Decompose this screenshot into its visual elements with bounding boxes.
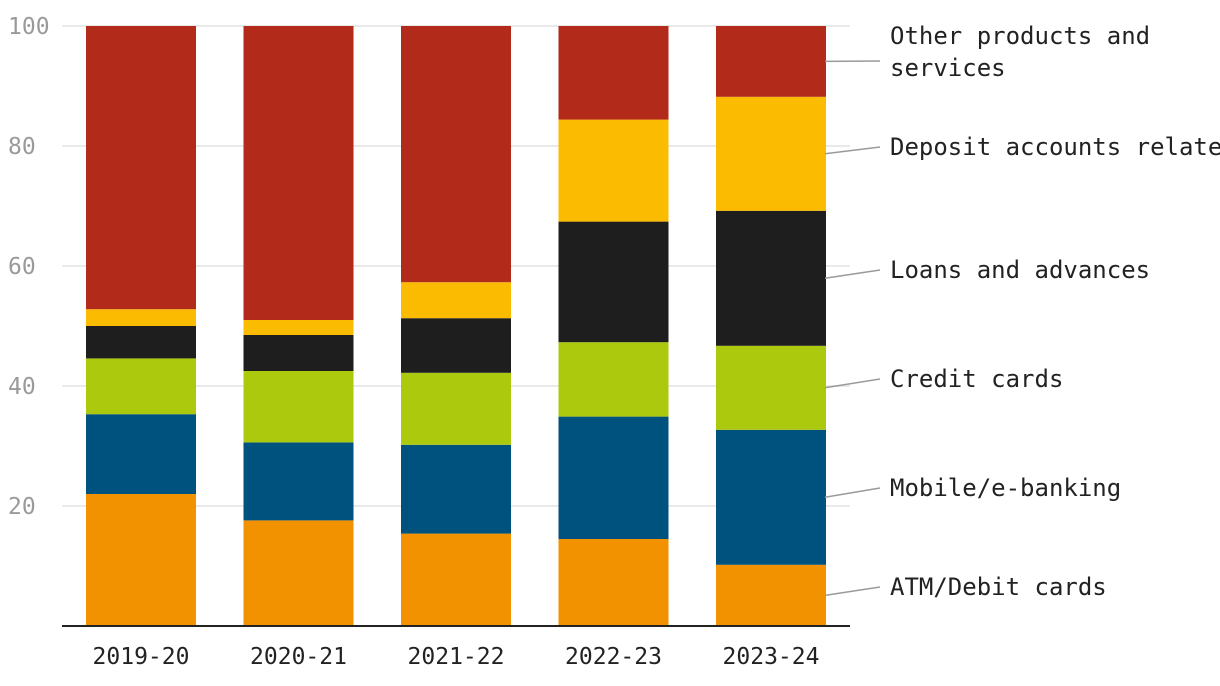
bar-segment [243, 335, 354, 371]
legend-leader-line [824, 378, 881, 389]
x-tick-label: 2021-22 [408, 644, 505, 670]
bar-segment [86, 26, 196, 310]
bar-segment [86, 309, 196, 326]
bar-segment [716, 210, 826, 346]
x-tick-label: 2023-24 [723, 644, 820, 670]
bar-segment [243, 520, 354, 626]
x-tick-label: 2020-21 [250, 644, 347, 670]
y-tick-label: 40 [8, 374, 36, 400]
x-tick-label: 2019-20 [93, 644, 190, 670]
y-axis-ticks: 20 40 60 80 100 [8, 14, 50, 520]
bar-segment [86, 358, 196, 415]
bar-segment [401, 26, 511, 283]
legend-label: Credit cards [890, 365, 1063, 393]
legend-label: Mobile/e-banking [890, 474, 1121, 502]
y-tick-label: 100 [8, 14, 50, 40]
bar-segment [243, 26, 354, 320]
bar-segment [716, 26, 826, 97]
bar-segment [243, 371, 354, 443]
bar-segment [558, 539, 669, 626]
legend-leader-line [824, 146, 881, 155]
bar-segment [558, 119, 669, 222]
legend: ATM/Debit cards Mobile/e-banking Credit ca… [824, 22, 1220, 601]
bars [86, 26, 826, 626]
y-tick-label: 20 [8, 494, 36, 520]
legend-leader-line [824, 269, 881, 280]
bar-segment [243, 442, 354, 521]
bar-segment [86, 414, 196, 494]
bar-segment [401, 533, 511, 626]
bar-segment [86, 326, 196, 359]
legend-label: Deposit accounts related [890, 133, 1220, 161]
bar-segment [716, 429, 826, 565]
bar-segment [716, 564, 826, 626]
x-tick-label: 2022-23 [565, 644, 662, 670]
bar-segment [243, 320, 354, 335]
legend-label: ATM/Debit cards [890, 573, 1107, 601]
y-tick-label: 80 [8, 134, 36, 160]
x-axis-ticks: 2019-20 2020-21 2021-22 2022-23 2023-24 [93, 644, 820, 670]
bar-segment [716, 96, 826, 211]
y-tick-label: 60 [8, 254, 36, 280]
bar-segment [558, 342, 669, 417]
bar-segment [401, 282, 511, 319]
bar-segment [401, 372, 511, 445]
bar-segment [558, 221, 669, 343]
bar-segment [401, 318, 511, 373]
legend-leader-line [824, 487, 881, 499]
bar-segment [716, 345, 826, 430]
bar-segment [558, 416, 669, 539]
legend-leader-line [824, 586, 881, 597]
legend-label: Loans and advances [890, 256, 1150, 284]
bar-segment [401, 444, 511, 534]
bar-segment [86, 494, 196, 626]
legend-label: Other products and services [890, 22, 1150, 82]
bar-segment [558, 26, 669, 120]
